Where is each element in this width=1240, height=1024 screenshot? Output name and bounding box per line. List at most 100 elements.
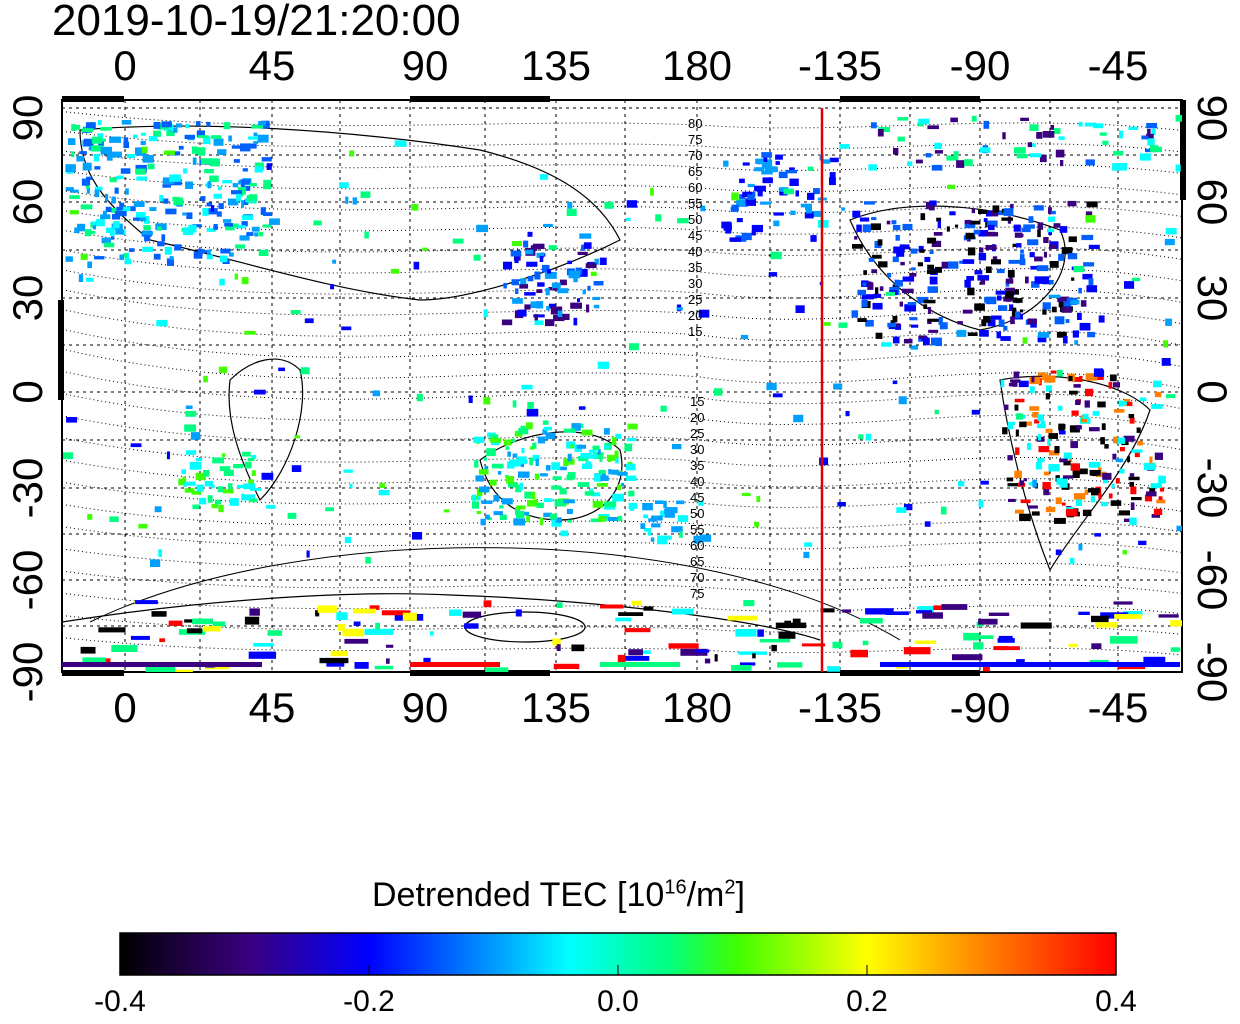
tec-point-431: [517, 456, 527, 465]
tec-point-980: [829, 172, 836, 180]
tec-point-281: [557, 288, 569, 294]
tec-point-1300: [103, 242, 115, 248]
tec-point-394: [472, 494, 477, 502]
tec-point-1128: [386, 658, 390, 664]
top-tick-4: 180: [661, 42, 733, 89]
tec-point-1184: [556, 644, 561, 651]
tec-point-425: [571, 423, 581, 431]
tec-point-992: [804, 212, 814, 219]
tec-point-511: [892, 225, 901, 231]
tec-point-214: [188, 224, 197, 233]
tec-point-1439: [980, 480, 989, 485]
tec-point-1073: [1147, 138, 1155, 146]
tec-point-562: [871, 269, 878, 274]
tec-point-1070: [1093, 123, 1104, 129]
tec-point-889: [1042, 374, 1049, 380]
tec-point-414: [516, 505, 526, 510]
tec-point-183: [200, 158, 212, 164]
tec-point-899: [1149, 487, 1156, 495]
tec-point-711: [1067, 200, 1077, 207]
tec-point-984: [786, 169, 798, 174]
tec-point-567: [875, 332, 883, 339]
tec-point-474: [1081, 234, 1094, 241]
antarctic-strip-2: [880, 662, 1180, 667]
tec-point-1391: [87, 514, 93, 520]
tec-point-825: [1054, 446, 1060, 454]
tec-point-898: [1126, 401, 1133, 407]
tec-point-1299: [543, 223, 553, 227]
contour-label-north-10: 30: [688, 276, 702, 291]
tec-point-504: [959, 260, 965, 264]
tec-point-577: [1010, 316, 1015, 325]
tec-point-1105: [330, 650, 348, 657]
tec-point-1360: [563, 499, 575, 504]
tec-point-858: [1139, 397, 1147, 402]
tec-point-364: [536, 502, 544, 509]
bottom-tick-7: -45: [1087, 684, 1149, 731]
tec-point-423: [625, 475, 637, 481]
tec-point-1198: [862, 640, 869, 646]
tec-point-305: [573, 274, 578, 283]
tec-point-1280: [1056, 369, 1063, 377]
tec-point-883: [1037, 457, 1045, 463]
tec-point-219: [218, 203, 224, 209]
tec-point-1396: [341, 326, 352, 331]
tec-point-294: [582, 289, 586, 295]
tec-point-649: [954, 224, 959, 228]
tec-point-501: [859, 217, 870, 222]
tec-point-713: [1030, 324, 1037, 328]
tec-point-1436: [80, 253, 88, 260]
tec-point-1064: [956, 160, 965, 168]
tec-point-1121: [757, 629, 764, 637]
antarctic-strip-1: [62, 662, 262, 667]
tec-point-316: [501, 498, 513, 505]
tec-point-151: [241, 215, 253, 220]
tec-point-1339: [349, 150, 355, 157]
tec-point-304: [585, 263, 597, 268]
tec-point-994: [761, 170, 773, 175]
tec-point-1420: [234, 273, 238, 280]
tec-point-161: [111, 151, 122, 158]
tec-point-1079: [1039, 154, 1047, 163]
tec-point-383: [479, 486, 490, 493]
tec-point-422: [624, 443, 633, 452]
contour-label-south-0: 15: [690, 394, 704, 409]
tec-point-705: [931, 240, 942, 247]
tec-point-842: [1097, 401, 1106, 408]
tec-point-314: [604, 428, 610, 435]
tec-point-518: [904, 304, 916, 312]
tec-point-1176: [933, 605, 946, 610]
tec-point-869: [1020, 499, 1031, 504]
tec-point-969: [655, 500, 664, 504]
colorbar-title-unit-exponent: 2: [724, 876, 736, 899]
tec-point-1127: [672, 608, 694, 615]
tec-point-1048: [1031, 143, 1036, 147]
contour-label-south-5: 40: [690, 474, 704, 489]
tec-point-1080: [1175, 115, 1182, 122]
tec-point-155: [94, 186, 103, 191]
tec-point-1386: [548, 245, 557, 250]
tec-point-827: [1055, 497, 1062, 505]
tec-point-418: [522, 511, 530, 516]
tec-point-680: [920, 249, 925, 253]
tec-point-1440: [604, 201, 614, 209]
tec-point-576: [1015, 311, 1021, 319]
tec-point-599: [964, 219, 972, 224]
tec-point-1363: [885, 291, 895, 296]
tec-point-1104: [423, 657, 431, 665]
tec-point-318: [596, 483, 608, 487]
tec-point-644: [1003, 296, 1014, 302]
bottom-tick-3: 135: [520, 684, 592, 731]
tec-point-46: [77, 223, 86, 232]
tec-point-157: [185, 123, 190, 129]
tec-point-1449: [672, 444, 682, 450]
tec-point-505: [985, 221, 989, 228]
tec-point-1012: [813, 188, 820, 195]
tec-point-156: [193, 251, 203, 259]
tec-point-106: [140, 140, 146, 145]
tec-point-849: [1057, 405, 1063, 411]
tec-point-1404: [660, 405, 667, 412]
left-tick-0: 90: [4, 94, 51, 142]
tec-point-1199: [704, 658, 711, 664]
tec-point-561: [1086, 201, 1098, 208]
